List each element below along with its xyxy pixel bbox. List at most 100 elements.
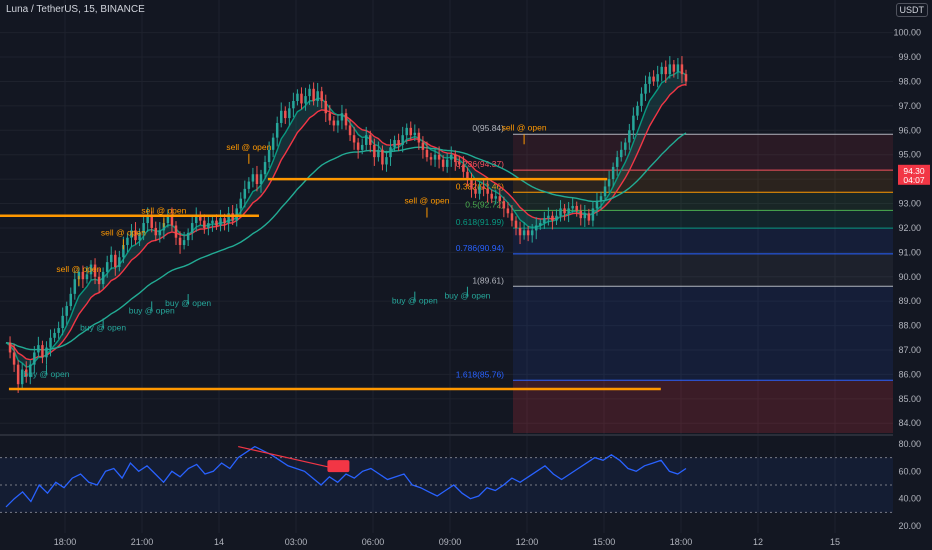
symbol-title[interactable]: Luna / TetherUS, 15, BINANCE	[6, 4, 145, 15]
rsi-tick-label: 20.00	[898, 521, 921, 531]
price-tick-label: 92.00	[898, 223, 921, 233]
candle-body	[320, 91, 323, 101]
candle-body	[288, 108, 291, 119]
candle-body	[393, 140, 396, 148]
price-tick-label: 86.00	[898, 369, 921, 379]
currency-badge[interactable]: USDT	[895, 3, 928, 17]
price-tick-label: 90.00	[898, 272, 921, 282]
candle-body	[559, 208, 562, 216]
signal-label-buy: buy @ open	[392, 296, 438, 306]
candle-body	[69, 293, 73, 307]
fib-retracement-zones	[513, 134, 893, 433]
candle-body	[81, 271, 85, 280]
rsi-line	[5, 445, 687, 508]
candle-body	[223, 218, 226, 224]
fib-zone	[513, 253, 893, 287]
candle-body	[397, 140, 400, 145]
price-tick-label: 96.00	[898, 125, 921, 135]
candle-body	[77, 271, 81, 280]
candle-body	[563, 208, 566, 214]
candle-body	[644, 83, 647, 94]
candle-body	[364, 135, 368, 145]
candle-body	[534, 225, 538, 231]
candle-body	[8, 342, 12, 353]
candle-body	[676, 64, 680, 72]
candle-body	[530, 230, 534, 236]
candle-body	[648, 76, 651, 84]
candle-body	[65, 306, 68, 316]
candle-body	[37, 345, 40, 353]
candle-body	[539, 223, 542, 226]
support-resistance-lines	[0, 177, 661, 391]
time-tick-label: 18:00	[670, 537, 693, 547]
candle-body	[664, 66, 668, 75]
candle-body	[547, 215, 550, 219]
candle-body	[611, 166, 615, 180]
candle-body	[105, 262, 109, 272]
candle-body	[118, 257, 121, 267]
candle-body	[506, 208, 510, 214]
candle-body	[543, 218, 546, 224]
candle-body	[275, 122, 279, 138]
candle-body	[166, 215, 170, 224]
candle-body	[85, 274, 89, 280]
candle-body	[324, 101, 328, 114]
candle-body	[344, 113, 348, 126]
candle-body	[12, 352, 16, 365]
price-tick-label: 93.00	[898, 199, 921, 209]
candle-body	[571, 205, 574, 209]
candle-body	[61, 315, 64, 329]
price-tick-label: 97.00	[898, 101, 921, 111]
fib-level-label: 1(89.61)	[472, 275, 504, 285]
candle-body	[470, 179, 473, 189]
ema-ribbon	[6, 71, 686, 367]
candle-body	[615, 157, 619, 167]
signal-label-sell: sell @ open	[141, 205, 186, 215]
candle-body	[348, 125, 352, 136]
candle-body	[227, 213, 230, 224]
candle-body	[486, 188, 489, 194]
candle-body	[628, 130, 631, 143]
signal-label-buy: buy @ open	[80, 322, 126, 332]
price-tick-label: 84.00	[898, 418, 921, 428]
candle-body	[429, 157, 433, 160]
candle-body	[114, 254, 117, 267]
axis-background	[893, 0, 932, 550]
candle-body	[207, 223, 210, 228]
candle-body	[219, 218, 222, 226]
candle-body	[652, 76, 655, 82]
signal-label-sell: sell @ open	[404, 196, 449, 206]
candle-body	[186, 232, 190, 241]
candle-body	[377, 149, 380, 158]
time-tick-label: 12:00	[516, 537, 539, 547]
candle-body	[389, 147, 392, 158]
price-axis: 100.0099.0098.0097.0096.0095.0094.0093.0…	[893, 0, 932, 550]
candle-body	[146, 215, 149, 224]
candle-body	[551, 215, 554, 221]
time-tick-label: 15:00	[593, 537, 616, 547]
candle-body	[668, 64, 672, 75]
price-tick-label: 100.00	[893, 28, 921, 38]
signal-label-sell: sell @ open	[56, 264, 101, 274]
candle-body	[583, 213, 587, 219]
rsi-pane	[0, 445, 893, 513]
candle-body	[97, 276, 101, 285]
candle-body	[672, 64, 676, 72]
candle-body	[29, 364, 32, 377]
candle-body	[619, 149, 623, 158]
rsi-divergence-line	[238, 446, 330, 468]
time-tick-label: 18:00	[54, 537, 77, 547]
candle-body	[417, 132, 421, 143]
fib-level-label: 0.5(92.72)	[465, 199, 504, 209]
candle-body	[445, 159, 449, 167]
candle-body	[109, 254, 113, 263]
candle-body	[312, 88, 315, 101]
candle-body	[182, 240, 186, 246]
fib-zone	[513, 228, 893, 254]
rsi-tick-label: 80.00	[898, 439, 921, 449]
candle-body	[158, 230, 162, 236]
candle-body	[425, 149, 429, 158]
candle-body	[53, 332, 56, 338]
candle-body	[178, 237, 182, 246]
